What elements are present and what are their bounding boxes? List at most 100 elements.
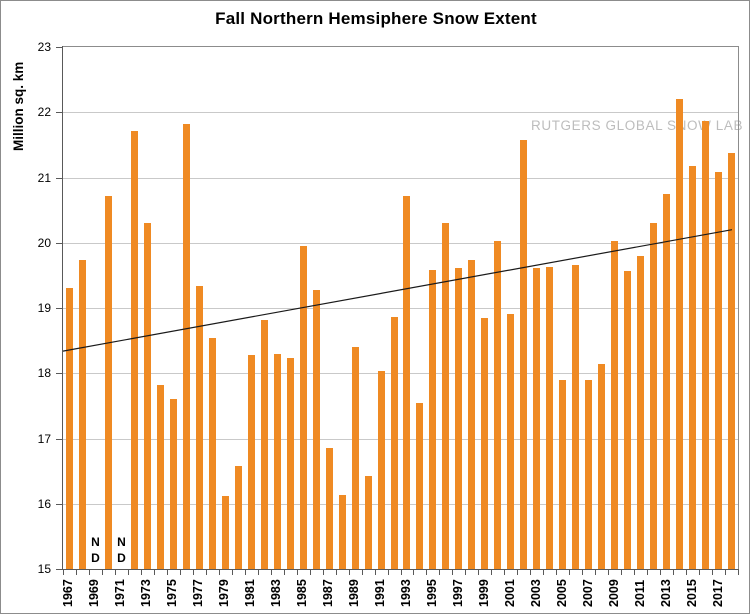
x-tick-40: [582, 570, 584, 575]
y-tick-17: [56, 438, 62, 440]
x-tick-47: [673, 570, 675, 575]
no-data-letter: D: [91, 551, 100, 565]
x-tick-20: [322, 570, 324, 575]
x-tick-13: [231, 570, 233, 575]
bar-1979: [221, 495, 229, 569]
trend-line: [62, 229, 733, 352]
x-tick-29: [439, 570, 441, 575]
x-tick-28: [426, 570, 428, 575]
x-tick-37: [543, 570, 545, 575]
y-tick-22: [56, 112, 62, 114]
y-tick-16: [56, 503, 62, 505]
x-tick-39: [569, 570, 571, 575]
bar-1968: [78, 260, 86, 569]
x-tick-22: [348, 570, 350, 575]
x-tick-35: [517, 570, 519, 575]
x-tick-34: [504, 570, 506, 575]
x-tick-18: [296, 570, 298, 575]
bar-2010: [624, 270, 632, 569]
x-tick-21: [335, 570, 337, 575]
bar-1996: [442, 222, 450, 569]
bar-1977: [195, 286, 203, 569]
bar-1975: [169, 399, 177, 569]
x-tick-19: [309, 570, 311, 575]
x-tick-41: [595, 570, 597, 575]
x-tick-38: [556, 570, 558, 575]
x-tick-11: [205, 570, 207, 575]
y-tick-15: [56, 569, 62, 570]
bar-2001: [507, 313, 515, 569]
bar-2004: [546, 266, 554, 569]
x-tick-label-1973: 1973: [139, 579, 154, 607]
bar-1983: [273, 353, 281, 569]
bar-1974: [156, 384, 164, 569]
x-tick-0: [63, 570, 64, 575]
bar-1972: [130, 131, 138, 569]
bar-1985: [299, 246, 307, 569]
x-tick-label-1993: 1993: [398, 579, 413, 607]
bar-2005: [559, 380, 567, 569]
x-tick-15: [257, 570, 259, 575]
bar-2018: [728, 152, 735, 569]
bar-1984: [286, 357, 294, 569]
bar-2015: [689, 166, 697, 569]
x-tick-10: [192, 570, 194, 575]
x-tick-label-2001: 2001: [502, 579, 517, 607]
bar-2003: [533, 268, 541, 569]
x-tick-5: [127, 570, 129, 575]
bar-1981: [247, 354, 255, 569]
y-tick-label-18: 18: [37, 366, 51, 381]
bar-2011: [637, 256, 645, 569]
x-tick-label-2007: 2007: [580, 579, 595, 607]
x-tick-8: [166, 570, 168, 575]
bar-1986: [312, 290, 320, 569]
y-tick-label-15: 15: [37, 562, 51, 576]
gridline-16: [63, 503, 738, 505]
gridline-17: [63, 438, 738, 440]
gridline-22: [63, 112, 738, 114]
bar-2002: [520, 140, 528, 569]
x-tick-label-1967: 1967: [61, 579, 76, 607]
x-tick-label-2013: 2013: [658, 579, 673, 607]
x-tick-4: [114, 570, 116, 575]
x-tick-50: [712, 570, 714, 575]
bar-1991: [377, 370, 385, 569]
y-tick-label-22: 22: [37, 105, 51, 120]
plot-border-right: [738, 46, 739, 569]
bar-2016: [702, 120, 710, 569]
bar-2006: [572, 264, 580, 569]
x-tick-45: [647, 570, 649, 575]
x-tick-label-1981: 1981: [243, 579, 258, 607]
bar-1970: [104, 196, 112, 569]
bar-2017: [715, 172, 723, 569]
gridline-19: [63, 308, 738, 309]
x-tick-label-1989: 1989: [347, 579, 362, 607]
x-tick-label-2015: 2015: [684, 579, 699, 607]
y-tick-label-20: 20: [37, 235, 51, 250]
x-tick-31: [465, 570, 467, 575]
bar-2007: [585, 379, 593, 569]
x-tick-52: [738, 570, 739, 575]
x-tick-label-1969: 1969: [87, 579, 102, 607]
x-tick-25: [387, 570, 389, 575]
y-tick-23: [56, 47, 62, 48]
x-tick-label-1985: 1985: [295, 579, 310, 607]
watermark-text: RUTGERS GLOBAL SNOW LAB: [531, 118, 744, 133]
x-tick-33: [491, 570, 493, 575]
bar-1994: [416, 402, 424, 569]
x-tick-49: [699, 570, 701, 575]
x-tick-label-1975: 1975: [165, 579, 180, 607]
x-tick-label-2009: 2009: [606, 579, 621, 607]
x-tick-label-1979: 1979: [217, 579, 232, 607]
x-tick-label-1977: 1977: [191, 579, 206, 607]
x-tick-16: [270, 570, 272, 575]
x-tick-36: [530, 570, 532, 575]
x-tick-label-1987: 1987: [321, 579, 336, 607]
x-tick-46: [660, 570, 662, 575]
bar-1989: [351, 347, 359, 569]
x-tick-32: [478, 570, 480, 575]
bar-1988: [338, 495, 346, 569]
bar-1967: [65, 287, 73, 569]
